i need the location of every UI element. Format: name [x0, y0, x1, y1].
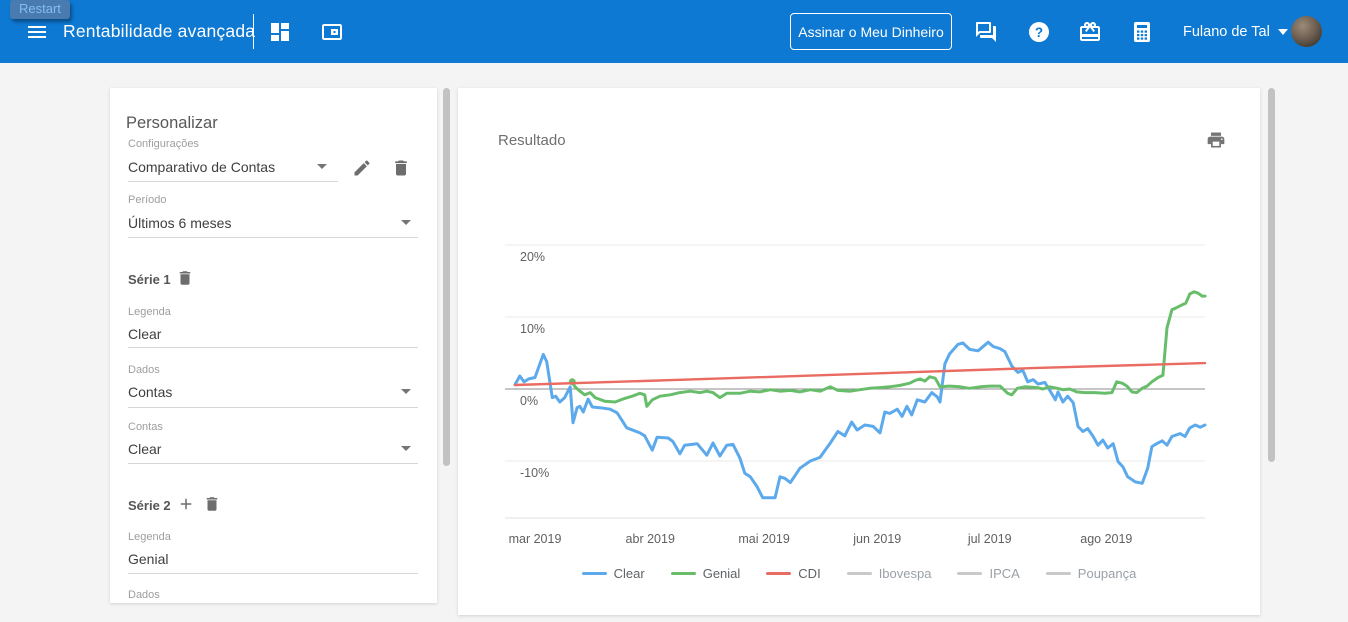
restart-tag[interactable]: Restart — [10, 0, 70, 19]
serie1-contas-label: Contas — [128, 421, 163, 433]
legend-item-genial[interactable]: Genial — [670, 566, 741, 581]
legend-item-ibovespa[interactable]: Ibovespa — [846, 566, 932, 581]
svg-text:?: ? — [1035, 25, 1043, 40]
delete-config-icon[interactable] — [391, 158, 411, 178]
configuracoes-chevron-down-icon[interactable] — [317, 164, 327, 169]
periodo-select[interactable]: Últimos 6 meses — [128, 215, 232, 231]
delete-serie2-icon[interactable] — [203, 495, 221, 513]
legend-item-ipca[interactable]: IPCA — [957, 566, 1020, 581]
legend-label-ibovespa: Ibovespa — [878, 566, 932, 581]
serie1-dados-label: Dados — [128, 364, 160, 376]
result-panel: Resultado 20% 10% 0% -10% mar 2019 abr 2019 ma… — [458, 88, 1260, 615]
periodo-chevron-down-icon[interactable] — [401, 220, 411, 225]
serie2-legenda-input[interactable]: Genial — [128, 551, 169, 567]
serie1-dados-select[interactable]: Contas — [128, 384, 173, 400]
chart-legend: Clear Genial CDI Ibovespa IPCA Poupança — [458, 566, 1260, 581]
page-title: Rentabilidade avançada — [63, 21, 256, 41]
x-tick-mar-2019: mar 2019 — [509, 532, 562, 546]
legend-label-clear: Clear — [613, 566, 645, 581]
y-tick-10%: 10% — [520, 322, 545, 336]
legend-swatch-poupança — [1045, 572, 1071, 575]
user-name: Fulano de Tal — [1183, 23, 1270, 40]
legend-label-ipca: IPCA — [989, 566, 1020, 581]
legend-swatch-clear — [581, 572, 607, 575]
dashboard-icon[interactable] — [268, 20, 292, 44]
periodo-underline — [128, 237, 418, 238]
y-tick--10%: -10% — [520, 466, 549, 480]
x-tick-jun-2019: jun 2019 — [852, 532, 901, 546]
subscribe-button[interactable]: Assinar o Meu Dinheiro — [790, 13, 952, 50]
accounts-widget-icon[interactable] — [320, 20, 344, 44]
periodo-label: Período — [128, 194, 167, 206]
legend-label-cdi: CDI — [798, 566, 821, 581]
legend-label-poupança: Poupança — [1077, 566, 1137, 581]
serie2-dados-label: Dados — [128, 589, 160, 601]
app-header: Rentabilidade avançada Assinar o Meu Din… — [0, 0, 1348, 63]
menu-icon[interactable] — [25, 20, 49, 44]
chart-title: Resultado — [498, 132, 566, 149]
y-tick-20%: 20% — [520, 250, 545, 264]
serie1-contas-select[interactable]: Clear — [128, 441, 162, 457]
serie1-title: Série 1 — [128, 272, 171, 287]
x-tick-ago-2019: ago 2019 — [1080, 532, 1132, 546]
x-tick-mai-2019: mai 2019 — [738, 532, 789, 546]
legend-swatch-ipca — [957, 572, 983, 575]
chat-icon[interactable] — [974, 20, 998, 44]
serie1-legenda-label: Legenda — [128, 306, 171, 318]
chart-line-clear — [513, 340, 1207, 500]
chart-line-genial — [570, 290, 1207, 408]
chevron-down-icon — [1277, 28, 1288, 35]
add-serie-icon[interactable] — [177, 495, 195, 513]
page-scrollbar[interactable] — [1268, 88, 1275, 462]
sidebar-scrollbar[interactable] — [443, 88, 450, 466]
serie2-legenda-label: Legenda — [128, 531, 171, 543]
serie1-legenda-input[interactable]: Clear — [128, 326, 162, 342]
legend-item-cdi[interactable]: CDI — [766, 566, 821, 581]
y-tick-0%: 0% — [520, 394, 538, 408]
serie1-dados-underline — [128, 407, 418, 408]
serie1-contas-underline — [128, 463, 418, 464]
configuracoes-label: Configurações — [128, 138, 199, 150]
legend-label-genial: Genial — [702, 566, 741, 581]
legend-swatch-cdi — [766, 572, 792, 575]
print-icon[interactable] — [1206, 130, 1226, 150]
calculator-icon[interactable] — [1130, 20, 1154, 44]
customize-panel: Personalizar Configurações Comparativo d… — [110, 88, 437, 603]
performance-chart: 20% 10% 0% -10% mar 2019 abr 2019 mai 2019 jun … — [505, 244, 1207, 546]
serie2-legenda-underline — [128, 573, 418, 574]
serie1-contas-chevron-down-icon[interactable] — [401, 446, 411, 451]
x-tick-abr-2019: abr 2019 — [626, 532, 675, 546]
delete-serie1-icon[interactable] — [176, 269, 194, 287]
header-divider — [253, 14, 254, 49]
x-tick-jul-2019: jul 2019 — [967, 532, 1012, 546]
gift-icon[interactable] — [1078, 20, 1102, 44]
user-menu[interactable]: Fulano de Tal — [1183, 0, 1288, 63]
legend-item-poupança[interactable]: Poupança — [1045, 566, 1137, 581]
avatar[interactable] — [1291, 16, 1322, 47]
configuracoes-select[interactable]: Comparativo de Contas — [128, 159, 276, 175]
serie1-legenda-underline — [128, 347, 418, 348]
legend-item-clear[interactable]: Clear — [581, 566, 645, 581]
edit-icon[interactable] — [352, 158, 372, 178]
configuracoes-underline — [128, 181, 338, 182]
help-icon[interactable]: ? — [1027, 20, 1051, 44]
legend-swatch-genial — [670, 572, 696, 575]
serie1-dados-chevron-down-icon[interactable] — [401, 389, 411, 394]
serie2-title: Série 2 — [128, 498, 171, 513]
panel-title: Personalizar — [126, 114, 218, 132]
chart-line-cdi — [513, 361, 1207, 387]
legend-swatch-ibovespa — [846, 572, 872, 575]
